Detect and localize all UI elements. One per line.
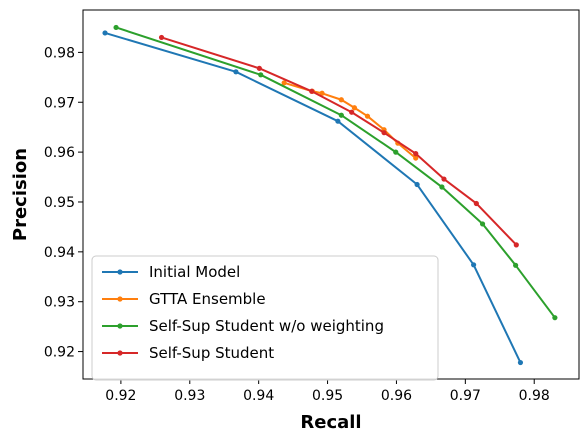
series-layer [102,24,558,366]
data-point [364,113,371,119]
data-point [338,97,344,103]
legend-label: Self-Sup Student [149,344,274,362]
data-point [479,221,486,227]
y-tick-label: 0.92 [44,345,75,361]
y-tick-label: 0.93 [44,295,75,311]
data-point [413,151,419,157]
legend-label: Initial Model [149,263,240,281]
x-tick-label: 0.95 [312,388,343,404]
y-axis-ticks: 0.92 0.93 0.94 0.95 0.96 0.97 0.98 [44,45,83,361]
legend-label: GTTA Ensemble [149,290,266,308]
y-tick-label: 0.96 [44,145,75,161]
y-tick-label: 0.98 [44,45,75,61]
legend-marker [117,269,123,275]
y-tick-label: 0.97 [44,95,75,111]
y-tick-label: 0.95 [44,195,75,211]
x-tick-label: 0.92 [105,388,136,404]
data-point [517,359,524,366]
x-tick-label: 0.93 [174,388,205,404]
legend-box [91,255,439,381]
data-point [351,105,358,111]
data-point [473,200,479,207]
data-point [441,176,447,182]
data-point [281,80,287,86]
legend-item: GTTA Ensemble [102,290,266,308]
data-point [319,90,325,96]
data-point [113,24,119,31]
data-point [381,130,387,136]
x-axis-ticks: 0.92 0.93 0.94 0.95 0.96 0.97 0.98 [105,379,550,404]
x-axis-label: Recall [300,412,361,433]
legend-marker [117,323,123,329]
data-point [513,242,519,248]
series-self-sup-student-w-o-weighting [113,24,558,321]
x-tick-label: 0.96 [381,388,412,404]
series-self-sup-student [158,34,519,248]
legend-item: Self-Sup Student w/o weighting [102,317,384,335]
data-point [258,72,264,78]
legend-marker [117,296,123,302]
data-point [513,262,519,268]
data-point [158,34,165,41]
series-line [115,26,556,319]
x-tick-label: 0.94 [243,388,274,404]
legend-marker [117,350,123,356]
data-point [393,149,399,155]
data-point [471,262,477,268]
legend-item: Self-Sup Student [102,344,274,362]
data-point [102,30,108,36]
data-point [256,65,262,71]
x-tick-label: 0.98 [519,388,550,404]
data-point [413,155,419,161]
legend-label: Self-Sup Student w/o weighting [149,317,384,335]
data-point [233,69,239,75]
series-initial-model [102,30,524,366]
x-tick-label: 0.97 [450,388,481,404]
data-point [338,112,344,118]
data-point [349,109,355,115]
data-point [414,181,420,188]
data-point [309,88,315,94]
series-line [104,31,522,363]
data-point [439,184,445,190]
y-axis-label: Precision [10,148,31,241]
legend-item: Initial Model [102,263,240,281]
y-tick-label: 0.94 [44,245,75,261]
data-point [552,315,558,321]
data-point [335,118,341,124]
legend: Initial Model GTTA Ensemble Self-Sup Stude… [91,255,439,381]
